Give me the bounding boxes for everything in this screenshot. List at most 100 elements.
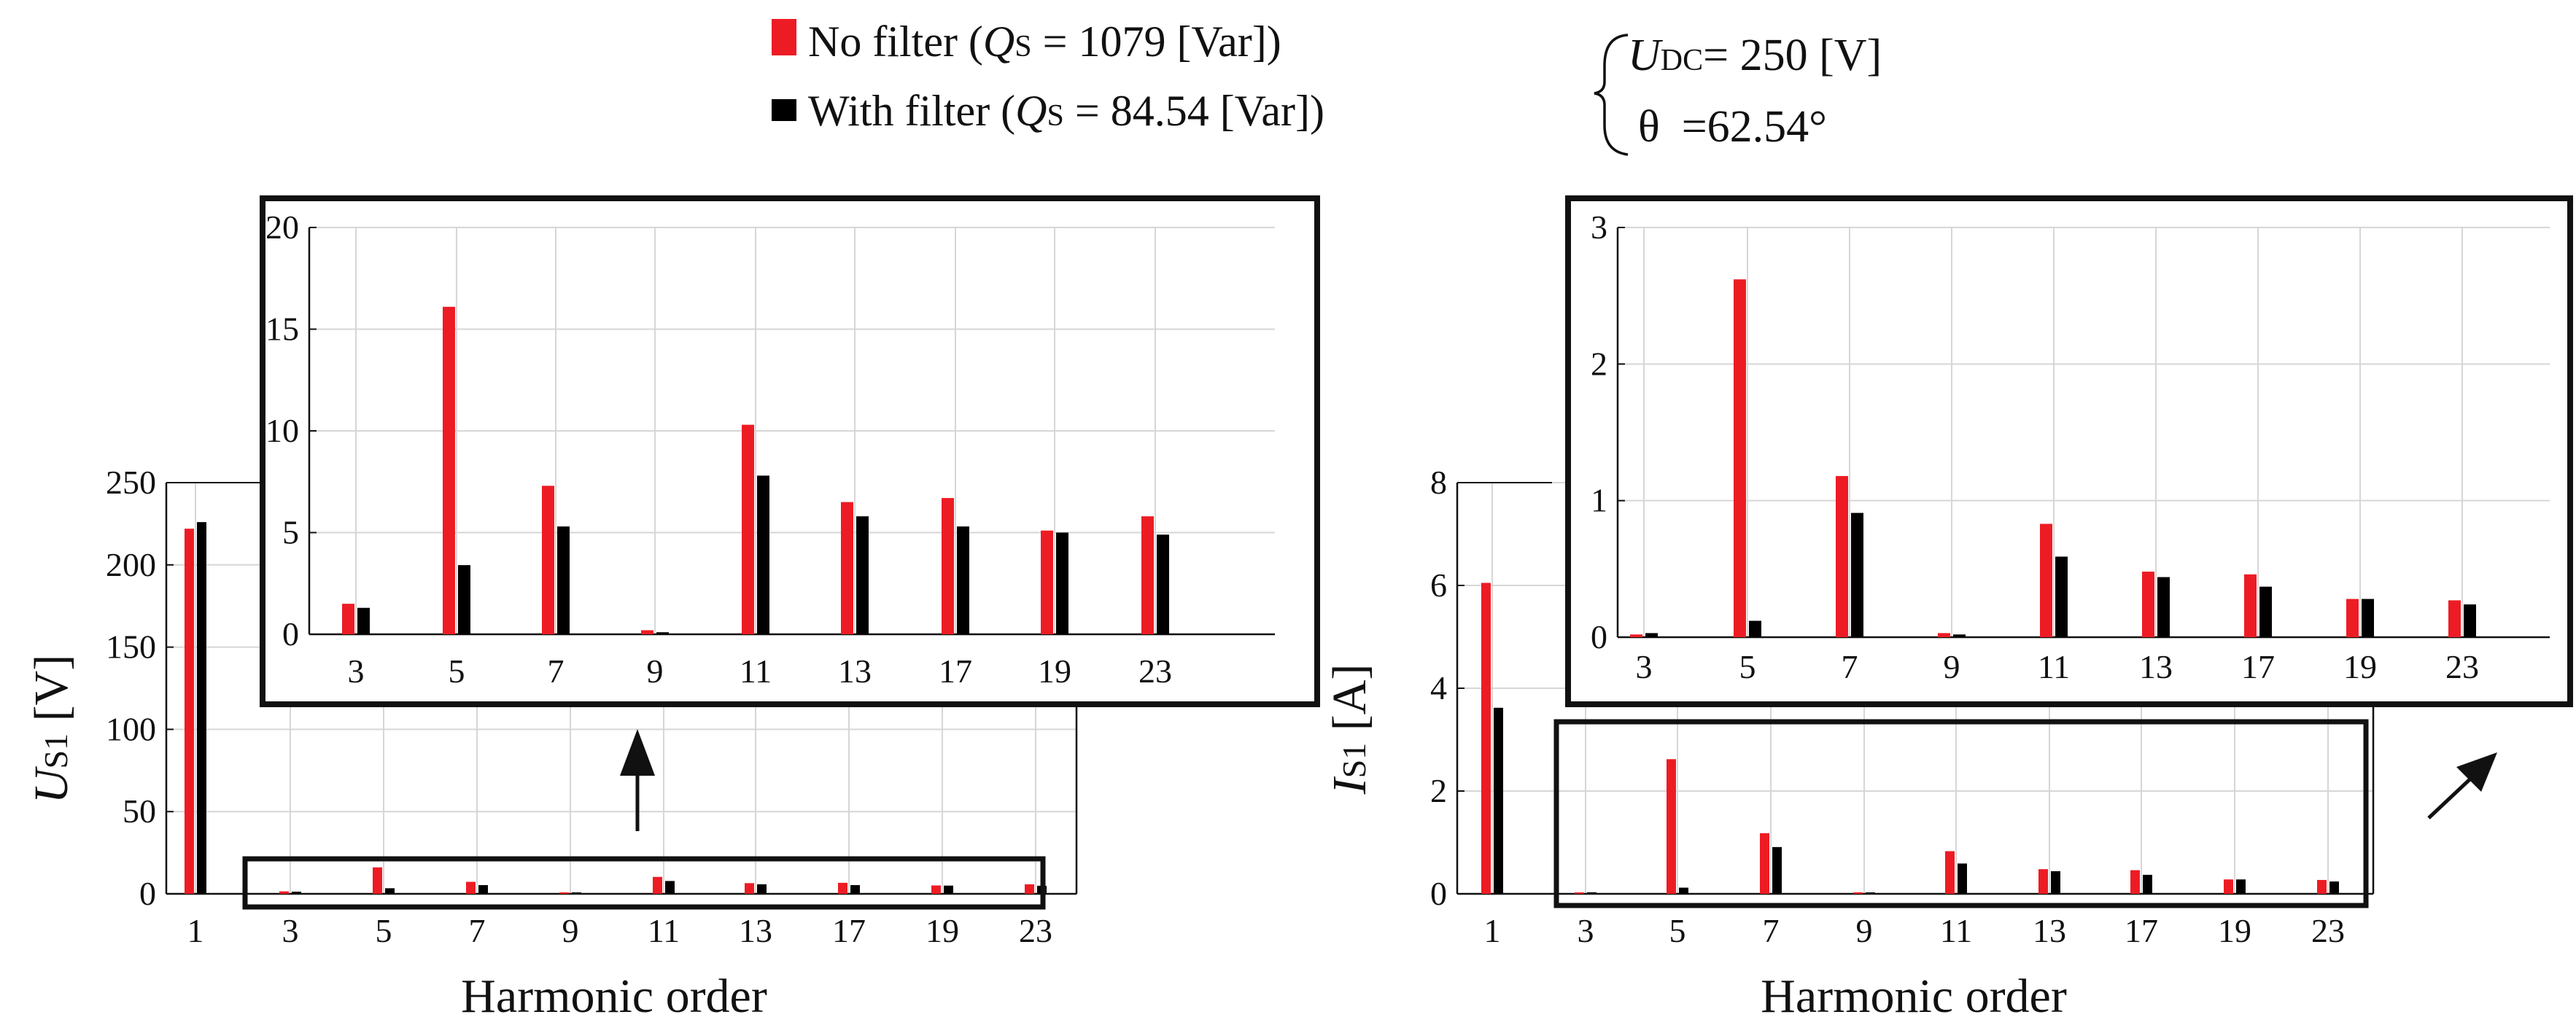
bar-no-filter [641, 630, 653, 634]
bar-no-filter [542, 486, 554, 634]
bar-no-filter [2224, 879, 2233, 894]
legend-label-no-filter: No filter (QS = 1079 [Var]) [808, 17, 1281, 66]
bar-no-filter [1025, 884, 1034, 894]
bar-with-filter [2362, 599, 2374, 637]
bar-with-filter [1953, 634, 1966, 637]
x-tick-label: 9 [562, 912, 579, 949]
bar-no-filter [279, 891, 289, 894]
voltage-zoom-arrow-head [620, 729, 655, 776]
bar-no-filter [2317, 879, 2327, 894]
bar-no-filter [942, 498, 954, 634]
x-tick-label: 17 [2241, 648, 2275, 685]
x-tick-label: 5 [1669, 912, 1686, 949]
y-tick-label: 5 [282, 514, 299, 551]
bar-with-filter [1749, 620, 1761, 637]
current-zoom-region [1553, 719, 2369, 908]
bar-no-filter [653, 876, 662, 894]
bar-with-filter [1157, 534, 1169, 634]
bar-no-filter [1630, 634, 1642, 637]
bar-with-filter [2236, 879, 2246, 894]
y-tick-label: 1 [1591, 482, 1607, 519]
bar-no-filter [466, 881, 476, 894]
x-tick-label: 13 [2033, 912, 2066, 949]
bar-with-filter [292, 892, 301, 894]
y-tick-label: 0 [282, 615, 299, 653]
x-tick-label: 1 [187, 912, 204, 949]
x-tick-label: 11 [2038, 648, 2070, 685]
bar-with-filter [1772, 846, 1782, 894]
legend-swatch-with-filter [772, 99, 796, 121]
bar-with-filter [1958, 863, 1967, 894]
inset-frame [1565, 195, 2573, 707]
bar-no-filter [1760, 833, 1769, 894]
x-tick-label: 13 [739, 912, 772, 949]
bar-no-filter [2130, 870, 2140, 894]
bar-no-filter [443, 306, 455, 634]
bar-no-filter [1141, 516, 1154, 634]
bar-no-filter [1853, 892, 1863, 894]
y-tick-label: 20 [265, 209, 299, 246]
y-tick-label: 0 [139, 875, 156, 912]
bar-no-filter [838, 882, 847, 894]
x-tick-label: 1 [1484, 912, 1501, 949]
x-tick-label: 23 [2445, 648, 2479, 685]
bar-no-filter [373, 867, 382, 894]
bar-no-filter [2448, 600, 2461, 637]
bar-with-filter [757, 475, 769, 634]
legend-label-with-filter: With filter (QS = 84.54 [Var]) [808, 87, 1324, 135]
x-tick-label: 5 [449, 653, 465, 690]
bar-no-filter [742, 424, 754, 634]
bar-no-filter [2244, 574, 2257, 637]
x-tick-label: 3 [282, 912, 299, 949]
x-tick-label: 17 [939, 653, 972, 690]
bar-with-filter [572, 892, 581, 894]
bar-no-filter [1667, 759, 1676, 894]
x-tick-label: 23 [1019, 912, 1052, 949]
bar-no-filter [2040, 523, 2052, 637]
voltage-zoom-region [242, 856, 1046, 910]
x-tick-label: 17 [2125, 912, 2158, 949]
bar-with-filter [1056, 532, 1068, 634]
y-tick-label: 2 [1591, 345, 1607, 382]
bar-with-filter [957, 526, 969, 634]
bar-with-filter [1645, 633, 1658, 637]
bar-with-filter [478, 885, 488, 894]
x-tick-label: 7 [1763, 912, 1780, 949]
x-tick-label: 13 [2139, 648, 2173, 685]
bar-with-filter [757, 884, 767, 894]
current-y-axis-label: IS1 [A] [1323, 664, 1376, 795]
y-tick-label: 15 [265, 311, 299, 348]
bar-with-filter [1679, 887, 1688, 894]
bar-no-filter [559, 892, 569, 894]
y-tick-label: 200 [106, 546, 156, 583]
y-tick-label: 150 [106, 628, 156, 666]
x-tick-label: 5 [376, 912, 392, 949]
x-tick-label: 11 [1940, 912, 1972, 949]
x-tick-label: 5 [1739, 648, 1756, 685]
x-tick-label: 7 [1842, 648, 1858, 685]
bar-no-filter [2038, 869, 2048, 894]
x-tick-label: 23 [1138, 653, 1172, 690]
x-tick-label: 9 [647, 653, 664, 690]
y-tick-label: 2 [1430, 772, 1447, 809]
bar-no-filter [1945, 851, 1955, 894]
bar-no-filter [1041, 530, 1053, 634]
bar-with-filter [357, 607, 370, 634]
x-tick-label: 9 [1856, 912, 1873, 949]
x-tick-label: 3 [1636, 648, 1653, 685]
bar-no-filter [931, 885, 941, 894]
bar-with-filter [2055, 556, 2068, 637]
legend-swatch-no-filter [772, 19, 796, 55]
y-tick-label: 0 [1430, 875, 1447, 912]
bar-with-filter [197, 522, 206, 894]
bar-with-filter [850, 885, 860, 894]
voltage-inset-chart: 0 5 10 15 20 3 5 7 9 11 13 17 19 23 [260, 195, 1320, 707]
conditions-brace [1594, 34, 1629, 156]
bar-with-filter [385, 888, 395, 894]
bar-with-filter [665, 881, 675, 894]
voltage-y-axis-label: US1 [V] [25, 655, 78, 803]
bar-no-filter [841, 502, 853, 634]
bar-no-filter [745, 883, 754, 894]
